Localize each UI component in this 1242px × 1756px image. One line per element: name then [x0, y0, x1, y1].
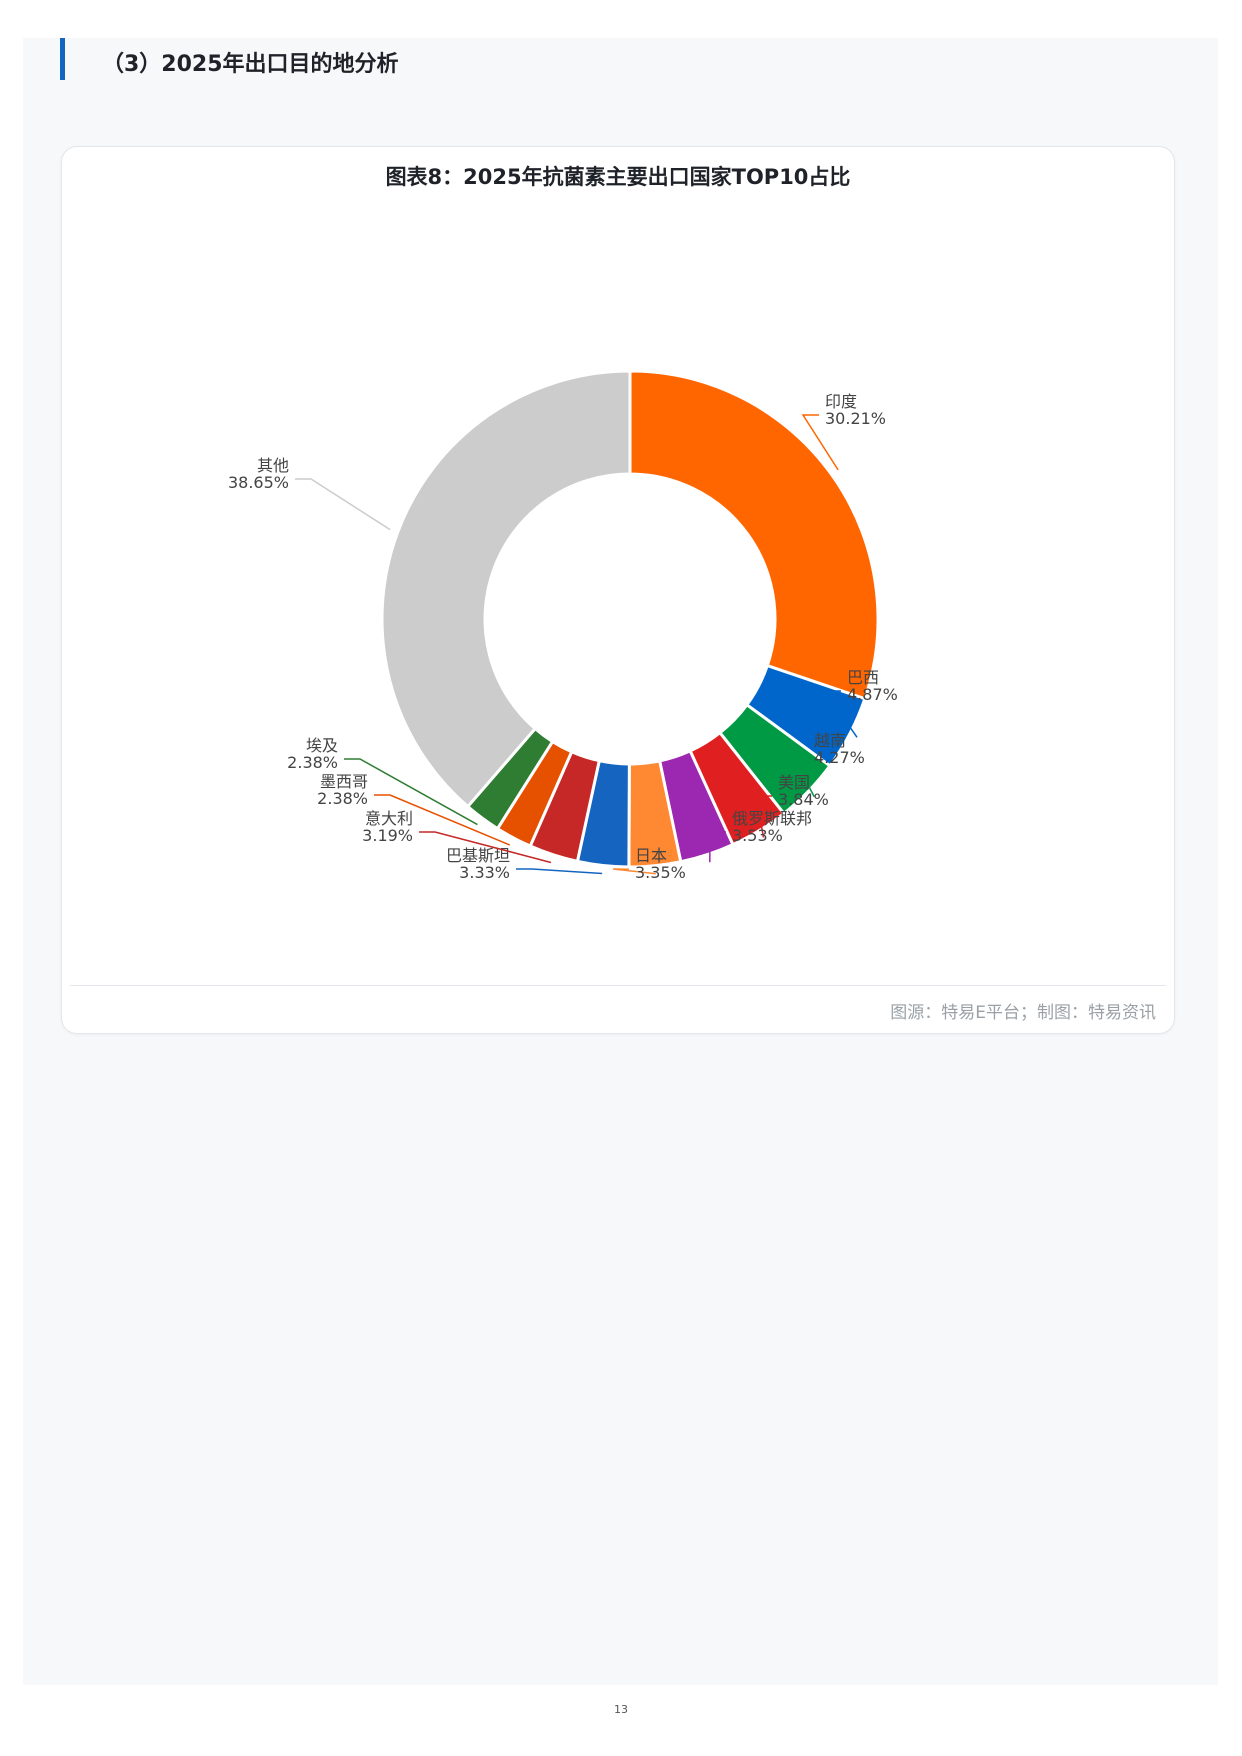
slice-label-name-0: 印度 — [825, 392, 857, 411]
donut-slice-0 — [628, 369, 880, 701]
slice-label-name-7: 意大利 — [365, 809, 413, 828]
leader-line-1 — [823, 690, 858, 738]
slice-label-name-3: 美国 — [778, 773, 810, 792]
slice-label-name-9: 埃及 — [306, 736, 338, 755]
leader-line-4 — [709, 831, 726, 863]
leader-line-6 — [516, 868, 603, 875]
page-number: 13 — [614, 1703, 628, 1716]
slice-label-name-8: 墨西哥 — [320, 772, 368, 791]
leader-line-3 — [755, 795, 772, 838]
slice-label-value-7: 3.19% — [362, 826, 413, 845]
leader-line-10 — [295, 478, 391, 531]
donut-slice-10 — [380, 369, 632, 809]
slice-label-value-1: 4.87% — [847, 685, 898, 704]
source-note: 图源：特易E平台；制图：特易资讯 — [890, 1003, 1156, 1023]
card-divider — [70, 985, 1166, 986]
slice-label-name-2: 越南 — [814, 731, 846, 750]
chart-title: 图表8：2025年抗菌素主要出口国家TOP10占比 — [385, 165, 851, 189]
slice-label-value-2: 4.27% — [814, 748, 865, 767]
slice-label-name-6: 巴基斯坦 — [446, 846, 510, 865]
leader-line-7 — [419, 831, 552, 864]
slice-label-value-6: 3.33% — [459, 863, 510, 882]
leader-line-9 — [344, 758, 478, 826]
leader-line-5 — [612, 868, 656, 875]
slice-label-value-8: 2.38% — [317, 789, 368, 808]
section-accent-bar — [60, 38, 65, 80]
section-title: （3）2025年出口目的地分析 — [102, 52, 399, 77]
leader-line-8 — [374, 794, 511, 846]
slice-label-value-10: 38.65% — [228, 473, 289, 492]
slice-label-name-5: 日本 — [635, 846, 667, 865]
slice-label-value-0: 30.21% — [825, 409, 886, 428]
slice-label-value-3: 3.84% — [778, 790, 829, 809]
leader-line-2 — [790, 753, 815, 798]
slice-label-name-1: 巴西 — [847, 668, 879, 687]
slice-label-value-9: 2.38% — [287, 753, 338, 772]
chart-card: 印度 30.21% 巴西 4.87% 越南 4.27% 美国 3.84% 俄罗斯联邦 3.53% 日… — [61, 146, 1175, 1034]
leader-line-0 — [801, 414, 839, 471]
slice-label-value-5: 3.35% — [635, 863, 686, 882]
slice-label-name-10: 其他 — [257, 456, 289, 475]
slice-label-value-4: 3.53% — [732, 826, 783, 845]
slice-label-name-4: 俄罗斯联邦 — [732, 809, 812, 828]
